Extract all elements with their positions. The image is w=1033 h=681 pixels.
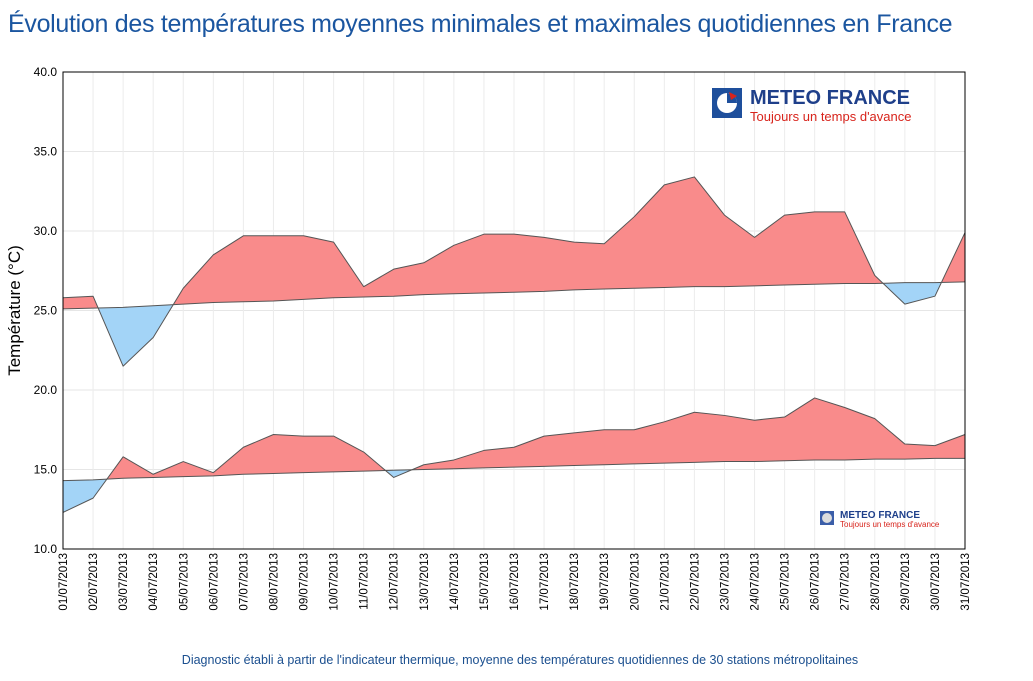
x-tick-label: 10/07/2013 bbox=[329, 553, 341, 611]
y-tick-label: 40.0 bbox=[34, 65, 58, 79]
y-tick-label: 15.0 bbox=[34, 463, 58, 477]
x-tick-label: 09/07/2013 bbox=[299, 553, 311, 611]
meteo-france-logo: METEO FRANCE Toujours un temps d'avance bbox=[712, 88, 911, 123]
logo-tagline: Toujours un temps d'avance bbox=[750, 109, 912, 124]
y-axis-label: Température (°C) bbox=[5, 245, 24, 376]
x-tick-label: 30/07/2013 bbox=[930, 553, 942, 611]
x-tick-label: 14/07/2013 bbox=[449, 553, 461, 611]
observed-line bbox=[62, 397, 966, 513]
x-tick-label: 04/07/2013 bbox=[148, 553, 160, 611]
meteo-france-logo-small: METEO FRANCE Toujours un temps d'avance bbox=[820, 511, 939, 529]
x-tick-label: 27/07/2013 bbox=[840, 553, 852, 611]
x-tick-label: 01/07/2013 bbox=[58, 553, 70, 611]
plot-frame bbox=[62, 71, 966, 550]
x-tick-label: 21/07/2013 bbox=[659, 553, 671, 611]
y-tick-label: 35.0 bbox=[34, 145, 58, 159]
x-tick-label: 05/07/2013 bbox=[178, 553, 190, 611]
y-tick-label: 30.0 bbox=[34, 224, 58, 238]
x-tick-label: 29/07/2013 bbox=[900, 553, 912, 611]
x-tick-label: 19/07/2013 bbox=[599, 553, 611, 611]
above-normal-area bbox=[63, 397, 965, 481]
y-tick-label: 20.0 bbox=[34, 383, 58, 397]
footer-note: Diagnostic établi à partir de l'indicate… bbox=[181, 653, 859, 667]
above-normal-area bbox=[63, 176, 965, 309]
normal-line bbox=[62, 457, 965, 482]
x-tick-label: 17/07/2013 bbox=[539, 553, 551, 611]
page-title: Évolution des températures moyennes mini… bbox=[8, 10, 953, 38]
x-tick-label: 08/07/2013 bbox=[268, 553, 280, 611]
x-tick-label: 28/07/2013 bbox=[870, 553, 882, 611]
y-tick-label: 10.0 bbox=[34, 542, 58, 556]
logo-name: METEO FRANCE bbox=[750, 87, 910, 109]
x-tick-label: 23/07/2013 bbox=[719, 553, 731, 611]
x-tick-label: 22/07/2013 bbox=[689, 553, 701, 611]
observed-line bbox=[62, 176, 966, 367]
x-tick-label: 02/07/2013 bbox=[88, 553, 100, 611]
logo-small-name: METEO FRANCE bbox=[840, 510, 920, 521]
x-tick-label: 16/07/2013 bbox=[509, 553, 521, 611]
y-tick-label: 25.0 bbox=[34, 304, 58, 318]
x-tick-label: 18/07/2013 bbox=[569, 553, 581, 611]
x-tick-label: 15/07/2013 bbox=[479, 553, 491, 611]
normal-line bbox=[62, 281, 966, 310]
x-tick-label: 20/07/2013 bbox=[629, 553, 641, 611]
meteo-france-logo-small-icon bbox=[820, 511, 834, 525]
x-tick-label: 03/07/2013 bbox=[118, 553, 130, 611]
meteo-france-logo-icon bbox=[712, 88, 742, 118]
x-tick-label: 26/07/2013 bbox=[810, 553, 822, 611]
x-tick-label: 13/07/2013 bbox=[419, 553, 431, 611]
x-tick-label: 12/07/2013 bbox=[389, 553, 401, 611]
x-tick-label: 07/07/2013 bbox=[238, 553, 250, 611]
logo-small-tagline: Toujours un temps d'avance bbox=[840, 520, 940, 529]
x-tick-label: 24/07/2013 bbox=[750, 553, 762, 611]
x-tick-label: 25/07/2013 bbox=[780, 553, 792, 611]
x-tick-label: 31/07/2013 bbox=[960, 553, 972, 611]
x-tick-label: 06/07/2013 bbox=[208, 553, 220, 611]
x-tick-label: 11/07/2013 bbox=[359, 553, 371, 610]
